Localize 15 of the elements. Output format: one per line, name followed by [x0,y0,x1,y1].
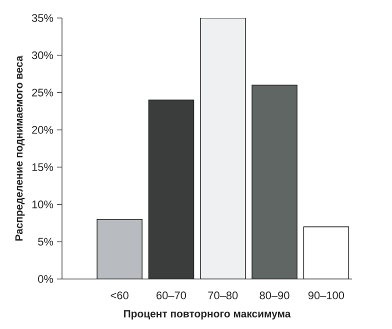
y-axis-title: Распределение поднимаемого веса [15,56,25,241]
x-tick-label: 70–80 [208,292,238,300]
y-tick-label: 0% [38,275,54,283]
x-tick-label: <60 [110,292,128,300]
x-axis-title: Процент повторного максимума [124,310,291,320]
x-tick-label: 90–100 [308,292,344,300]
x-tick-label: 80–90 [260,292,290,300]
y-tick-label: 15% [32,163,54,171]
y-tick-label: 5% [38,238,54,246]
y-tick-label: 30% [32,51,54,60]
y-tick-label: 10% [32,200,54,208]
y-tick-label: 25% [32,88,54,96]
y-tick-label: 35% [32,14,54,22]
y-tick-label: 20% [32,126,54,134]
x-tick-label: 60–70 [156,292,186,300]
